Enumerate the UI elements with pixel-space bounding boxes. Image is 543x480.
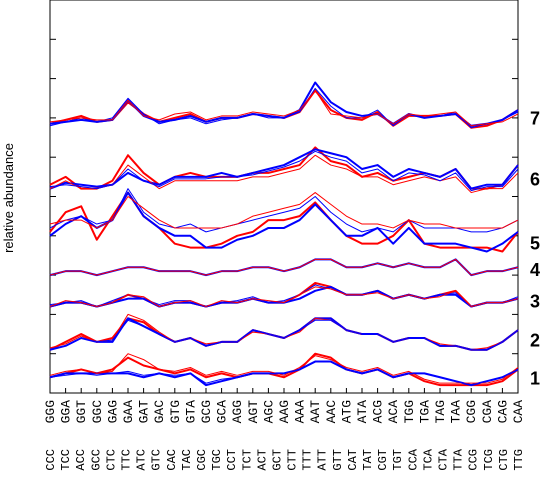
x-tick-label-top: AGT [246,400,261,424]
series-line-7-blue-thin [49,87,519,129]
x-tick-label-bottom: CGT [376,449,390,471]
x-tick-label-top: TAA [449,400,464,424]
x-tick-label-top: TAG [433,400,448,423]
series-line-6-red-thick [49,146,519,190]
x-tick-label-top: TGG [402,400,417,423]
x-tick-label-bottom: CCA [406,448,420,470]
x-tick-label-top: ACA [386,400,401,424]
x-tick-label-top: AAC [324,400,339,424]
x-tick-label-bottom: CGC [195,449,209,471]
x-tick-label-bottom: TCG [482,449,496,471]
x-tick-label-bottom: ATC [135,449,149,471]
group-label-7: 7 [530,109,540,129]
plot-frame [49,0,519,394]
x-tick-label-top: AGG [230,400,245,423]
x-tick-label-top: AAG [277,400,292,423]
group-label-4: 4 [530,260,540,280]
x-tick-label-bottom: CTG [497,449,511,471]
x-tick-label-top: CGA [480,400,495,424]
x-tick-label-bottom: ACT [255,449,269,471]
series-line-7-red-thin [49,89,519,127]
x-tick-labels: GGG GGA GGT GGC GAG GAA GAT GAC GTG GTA GCG GCA AGG A… [43,400,526,471]
x-tick-label-bottom: GTT [331,449,345,471]
group-label-3: 3 [530,291,540,311]
series-line-6-blue-thick [49,148,519,190]
x-tick-label-bottom: TGT [391,449,405,471]
series-line-1-blue-thin [49,361,519,386]
x-tick-label-bottom: TTA [452,448,466,470]
left-ticks [50,0,56,394]
group-label-2: 2 [530,331,540,351]
x-tick-label-top: GGG [43,400,58,423]
x-tick-label-bottom: TCA [421,448,435,470]
series-line-3-red-thin [49,286,519,308]
series-line-5-blue-thick [49,191,519,253]
x-tick-label-bottom: CCT [225,449,239,471]
x-tick-label-top: GGC [90,400,105,424]
x-tick-label-top: GCG [199,400,214,423]
x-tick-label-top: CGG [464,400,479,423]
x-tick-label-top: GGT [74,400,89,424]
x-tick-label-top: GCA [215,400,230,424]
series-line-5-red-thin [49,192,519,229]
x-tick-label-bottom: GCC [89,449,103,471]
x-tick-label-top: TGA [417,400,432,424]
x-tick-label-bottom: TCT [240,449,254,471]
x-tick-label-bottom: CCC [44,449,58,471]
x-tick-label-top: GGA [59,400,74,424]
group-label-5: 5 [530,234,540,254]
x-tick-label-bottom: CAC [165,449,179,471]
x-tick-label-top: GTA [183,400,198,424]
x-tick-label-top: GTG [168,400,183,423]
x-tick-label-bottom: TAC [180,449,194,471]
x-tick-label-bottom: TTT [301,449,315,471]
series-line-7-blue-thick [49,81,519,127]
x-tick-label-top: AGC [261,400,276,424]
x-tick-label-bottom: CAT [346,449,360,471]
x-tick-label-top: ATG [339,400,354,423]
x-tick-label-top: AAT [308,400,323,424]
x-tick-label-top: GAG [105,400,120,423]
x-tick-label-top: CAA [511,400,526,424]
x-tick-label-top: ACG [371,400,386,423]
group-label-1: 1 [530,369,540,389]
x-tick-label-top: GAC [152,400,167,424]
x-tick-label-bottom: CTA [437,448,451,470]
x-tick-label-bottom: TAT [361,449,375,471]
x-tick-label-bottom: GCT [270,449,284,471]
x-tick-label-bottom: TCC [59,449,73,471]
x-tick-label-bottom: TGC [210,449,224,471]
x-tick-label-top: CAG [495,400,510,423]
x-tick-label-top: ATA [355,400,370,424]
x-tick-label-bottom: TTC [119,449,133,471]
group-labels: 7 6 5 4 3 2 1 [530,109,540,389]
group-label-6: 6 [530,169,540,189]
x-tick-label-bottom: GTC [150,449,164,471]
series-line-5-blue-thin [49,188,519,233]
series-line-6-blue-thin [49,150,519,192]
y-axis-label: relative abundance [1,143,16,253]
series-line-1-red-thick [49,352,519,387]
x-tick-label-top: GAT [137,400,152,424]
x-tick-label-bottom: CTT [286,449,300,471]
x-tick-label-bottom: CCG [467,449,481,471]
series-line-1-red-thin [49,353,519,384]
series-line-2-red-thin [49,313,519,351]
x-tick-label-bottom: ATT [316,449,330,471]
series-group [49,81,519,387]
bottom-ticks [49,388,519,393]
series-line-3-blue-thick [49,285,519,308]
series-line-2-blue-thin [49,319,519,351]
x-tick-label-bottom: TTG [512,449,526,471]
x-tick-label-bottom: ACC [74,449,88,471]
right-ticks [512,0,518,394]
x-tick-label-top: AAA [293,400,308,424]
x-tick-label-bottom: CTC [104,449,118,471]
series-line-4-blue-thick [49,258,519,277]
series-line-4-red-thin [49,258,519,276]
x-tick-label-top: GAA [121,400,136,424]
